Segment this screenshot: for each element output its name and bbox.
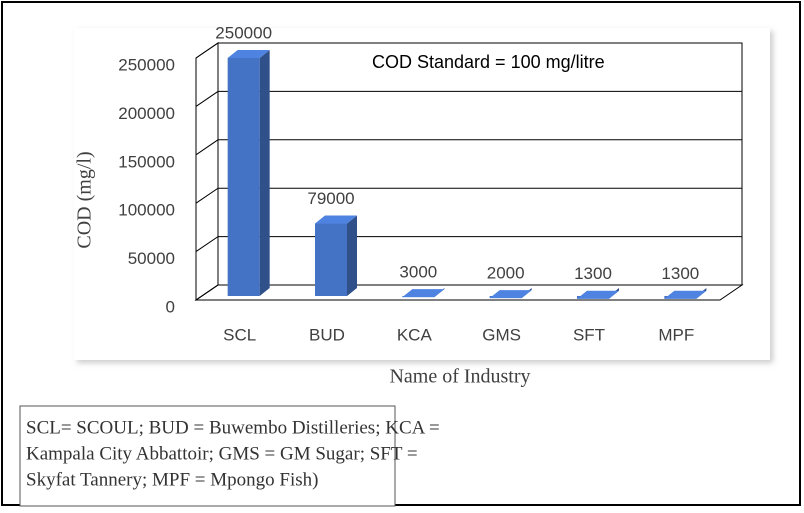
bar-top: [315, 215, 357, 224]
grid-line: [195, 90, 742, 107]
footnote-line: Skyfat Tannery; MPF = Mpongo Fish): [26, 469, 318, 490]
y-tick-label: 0: [166, 297, 175, 316]
y-axis-title: COD (mg/l): [74, 151, 96, 248]
x-tick-label: BUD: [309, 325, 345, 344]
grid-line: [195, 42, 742, 59]
x-tick-label: KCA: [397, 325, 433, 344]
x-axis-title: Name of Industry: [389, 366, 530, 388]
x-tick-label: GMS: [482, 325, 521, 344]
bar-side: [347, 215, 357, 296]
plot: 0 50000 100000 150000 200000 250000 SCL 250000 B…: [118, 23, 744, 344]
grid-line: [195, 187, 742, 204]
data-label: 1300: [661, 264, 699, 283]
bar-top: [577, 290, 619, 299]
grid-line: [195, 139, 742, 156]
x-tick-label: SFT: [573, 325, 605, 344]
y-tick-label: 150000: [118, 152, 175, 171]
x-tick-label: MPF: [658, 325, 694, 344]
plot-card: [74, 28, 770, 360]
data-label: 3000: [399, 263, 437, 282]
grid-line: [195, 284, 742, 301]
data-label: 79000: [307, 189, 354, 208]
y-tick-label: 250000: [118, 55, 175, 74]
y-tick-label: 100000: [118, 201, 175, 220]
bar-top: [664, 290, 707, 299]
footnote-line: Kampala City Abbattoir; GMS = GM Sugar; …: [26, 443, 418, 464]
bar-top: [489, 290, 532, 299]
footnote-box: [19, 405, 396, 507]
bar-front: [315, 223, 347, 296]
annotation: COD Standard = 100 mg/litre: [372, 52, 605, 72]
footnote-line: SCL= SCOUL; BUD = Buwembo Distilleries; …: [26, 417, 440, 438]
bar-top: [227, 50, 270, 58]
data-label: 250000: [215, 23, 272, 42]
bar-top: [402, 289, 445, 298]
x-tick-label: SCL: [223, 325, 256, 344]
grid-line: [195, 236, 742, 253]
y-tick-label: 50000: [128, 249, 175, 268]
y-tick-label: 200000: [118, 104, 175, 123]
data-label: 2000: [487, 264, 525, 283]
bar-side: [259, 50, 270, 296]
data-label: 1300: [574, 264, 612, 283]
bar-front: [227, 58, 260, 296]
